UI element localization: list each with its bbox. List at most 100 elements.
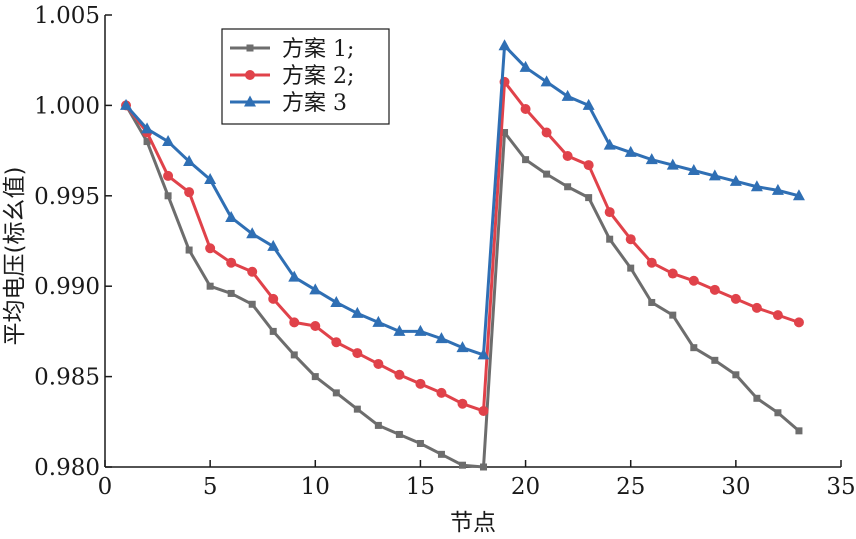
data-point [395,430,403,438]
data-point [603,138,616,150]
data-point [393,324,406,336]
data-point [269,327,277,335]
data-point [480,463,488,471]
data-point [729,174,742,186]
data-point [750,180,763,192]
data-point [353,405,361,413]
data-point [498,39,511,51]
data-point [248,300,256,308]
data-point [646,257,657,268]
axes: 0 5 10 15 20 25 30 35 0.980 0.985 0.990 0.995 1.000… [34,3,856,500]
data-point [793,317,804,328]
data-point [771,183,784,195]
data-point [436,387,447,398]
series-2 [121,76,804,416]
data-point [141,122,154,134]
x-axis-title: 节点 [450,510,496,536]
data-point [415,378,426,389]
x-tick-label: 15 [406,474,435,500]
data-point [541,127,552,138]
data-point [184,187,195,198]
data-point [583,160,594,171]
y-tick-label: 0.985 [34,365,100,391]
legend: 方案 1;方案 2;方案 3 [221,28,390,125]
data-point [792,189,805,201]
series-1 [122,101,803,471]
y-axis-title: 平均电压(标幺值) [2,167,28,346]
data-point [206,282,214,290]
data-point [457,398,468,409]
data-point [687,163,700,175]
data-point [267,239,280,251]
data-point [774,409,782,417]
series-line [124,104,800,469]
data-point [561,89,574,101]
data-point [625,234,636,245]
legend-label: 方案 1; [282,37,354,62]
x-tick-label: 25 [616,474,645,500]
data-point [330,295,343,307]
data-point [437,450,445,458]
series-3 [120,39,805,360]
data-point [648,298,656,306]
data-point [310,320,321,331]
data-point [666,158,679,170]
data-point [247,266,258,277]
data-point [604,207,615,218]
data-point [624,145,637,157]
data-point [751,302,762,313]
x-tick-label: 35 [826,474,855,500]
data-point [669,311,677,319]
y-tick-label: 0.995 [34,184,100,210]
data-point [183,154,196,166]
data-point [288,270,301,282]
data-point [185,246,193,254]
data-point [543,170,551,178]
legend-swatch-marker [245,70,255,80]
x-tick-label: 5 [203,474,218,500]
data-point [164,192,172,200]
legend-item-3: 方案 3 [230,91,347,116]
data-point [753,394,761,402]
y-tick-label: 1.000 [34,93,100,119]
data-point [372,315,385,327]
data-point [205,243,216,254]
data-point [477,348,490,360]
data-point [416,439,424,447]
data-point [456,341,469,353]
x-tick-label: 20 [511,474,540,500]
data-point [501,129,509,137]
data-point [227,289,235,297]
data-point [373,358,384,369]
data-point [225,210,238,222]
y-tick-label: 1.005 [34,3,100,29]
data-point [772,310,783,321]
data-point [564,183,572,191]
data-point [120,98,133,110]
y-tick-label: 0.990 [34,274,100,300]
data-point [730,293,741,304]
x-ticks: 0 5 10 15 20 25 30 35 [98,460,856,500]
data-point [585,194,593,202]
data-point [562,151,573,162]
legend-label: 方案 2; [282,64,354,89]
legend-label: 方案 3 [282,91,347,116]
data-point [690,344,698,352]
data-point [268,293,279,304]
data-point [478,405,489,416]
data-point [162,135,175,147]
data-point [645,153,658,165]
x-tick-label: 0 [98,474,113,500]
legend-item-2: 方案 2; [230,64,354,89]
data-point [540,75,553,87]
data-point [226,257,237,268]
data-point [582,98,595,110]
data-point [143,138,151,146]
legend-swatch-marker [244,95,256,107]
data-point [332,389,340,397]
data-point [351,306,364,318]
data-point [519,60,532,72]
data-point [627,264,635,272]
y-tick-label: 0.980 [34,455,100,481]
